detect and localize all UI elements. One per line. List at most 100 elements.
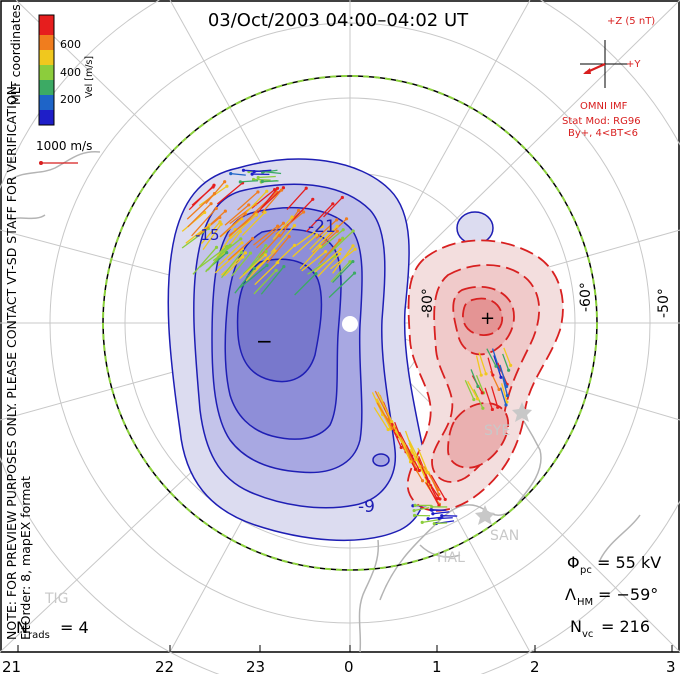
radar-label-san: SAN (490, 528, 519, 544)
velocity-vector (490, 386, 499, 408)
vector-origin (472, 397, 476, 402)
vector-origin (341, 236, 345, 240)
vector-origin (476, 384, 480, 389)
svg-text:pc: pc (580, 565, 592, 576)
svg-text:Λ: Λ (565, 585, 576, 604)
velocity-vector (467, 380, 479, 400)
vector-origin (240, 241, 244, 245)
vector-origin (223, 180, 227, 184)
vector-origin (281, 221, 286, 225)
hmb-boundary-green (102, 75, 598, 571)
vector-origin (491, 373, 495, 377)
velocity-vector (253, 270, 277, 295)
vector-origin (239, 250, 244, 255)
velocity-vector (330, 261, 351, 283)
velocity-vector (261, 187, 284, 209)
vector-origin (475, 397, 480, 401)
velocity-vector (224, 204, 250, 226)
vector-origin (340, 195, 344, 200)
contour-label-3: -15 (195, 226, 220, 244)
vector-origin (207, 223, 211, 227)
vector-origin (275, 186, 280, 190)
velocity-vector (258, 234, 280, 259)
fit-order-note: FitOrder: 8, mapEX format (18, 476, 33, 640)
map-title: 03/Oct/2003 04:00–04:02 UT (208, 10, 469, 31)
vector-origin (413, 503, 417, 507)
vector-origin (212, 192, 217, 196)
vector-origin (263, 210, 267, 214)
svg-text:rads: rads (28, 630, 50, 641)
velocity-vector (475, 355, 482, 376)
vector-origin (351, 244, 355, 248)
velocity-vector (237, 191, 259, 211)
vector-origin (320, 224, 324, 229)
vector-origin (265, 263, 269, 268)
mlt-label-23: 23 (246, 658, 265, 674)
vector-origin (225, 244, 229, 249)
velocity-vector (500, 383, 508, 403)
mlt-label-21: 21 (2, 658, 21, 674)
vector-origin (417, 468, 421, 473)
vector-origin (287, 235, 291, 239)
vector-origin (505, 393, 509, 398)
colorbar-tick-600: 600 (60, 38, 81, 51)
velocity-vector (502, 353, 510, 371)
vector-origin (505, 400, 509, 404)
velocity-vector (245, 258, 269, 282)
velocity-vector (470, 369, 479, 387)
vector-origin (279, 188, 284, 192)
pole-marker (342, 316, 358, 332)
velocity-vector (428, 516, 443, 520)
vector-origin (438, 497, 442, 501)
velocity-vector (404, 430, 417, 460)
velocity-vector (257, 187, 279, 214)
imf-condition-label: By+, 4<BT<6 (568, 128, 638, 139)
colorbar-tick-200: 200 (60, 93, 81, 106)
vector-origin (507, 368, 511, 372)
velocity-vector (200, 221, 221, 245)
mlt-axis (17, 645, 673, 652)
velocity-colorbar (38, 14, 55, 126)
velocity-vector (192, 246, 217, 275)
vector-count: N vc = 216 (570, 617, 650, 640)
velocity-vector (328, 230, 354, 255)
vector-origin (420, 520, 424, 525)
vector-origin (479, 373, 483, 377)
velocity-vector (202, 223, 222, 251)
velocity-vector (253, 178, 271, 181)
vector-origin (281, 186, 286, 190)
velocity-vector (254, 169, 272, 173)
vector-origin (243, 251, 248, 255)
velocity-vector (230, 172, 246, 176)
mlt-label-0: 0 (344, 658, 354, 674)
velocity-vector (181, 228, 209, 249)
velocity-vector (272, 216, 293, 240)
vector-origin (256, 175, 260, 180)
vector-origin (264, 249, 268, 254)
contour-label-2: -9 (358, 497, 375, 517)
latitude-label-60: -60° (578, 282, 594, 312)
vector-origin (499, 375, 503, 379)
velocity-vector (261, 189, 283, 214)
vector-origin (214, 206, 218, 210)
vector-origin (328, 227, 332, 231)
velocity-vector (294, 273, 317, 296)
velocity-vector (228, 211, 257, 238)
vector-origin (265, 189, 269, 193)
vector-origin (331, 202, 335, 206)
vector-origin (338, 247, 342, 251)
vector-origin (248, 251, 253, 255)
vector-origin (494, 364, 498, 368)
vector-origin (260, 179, 264, 184)
vector-origin (408, 460, 413, 464)
vector-origin (209, 202, 213, 206)
vector-origin (225, 184, 229, 188)
vector-origin (251, 236, 255, 241)
velocity-vector (253, 225, 279, 246)
velocity-vector (332, 245, 354, 274)
velocity-vector (185, 224, 210, 244)
vector-origin (301, 210, 306, 214)
vector-origin (335, 218, 339, 222)
vector-origin (420, 479, 425, 483)
velocity-vector (186, 193, 215, 220)
